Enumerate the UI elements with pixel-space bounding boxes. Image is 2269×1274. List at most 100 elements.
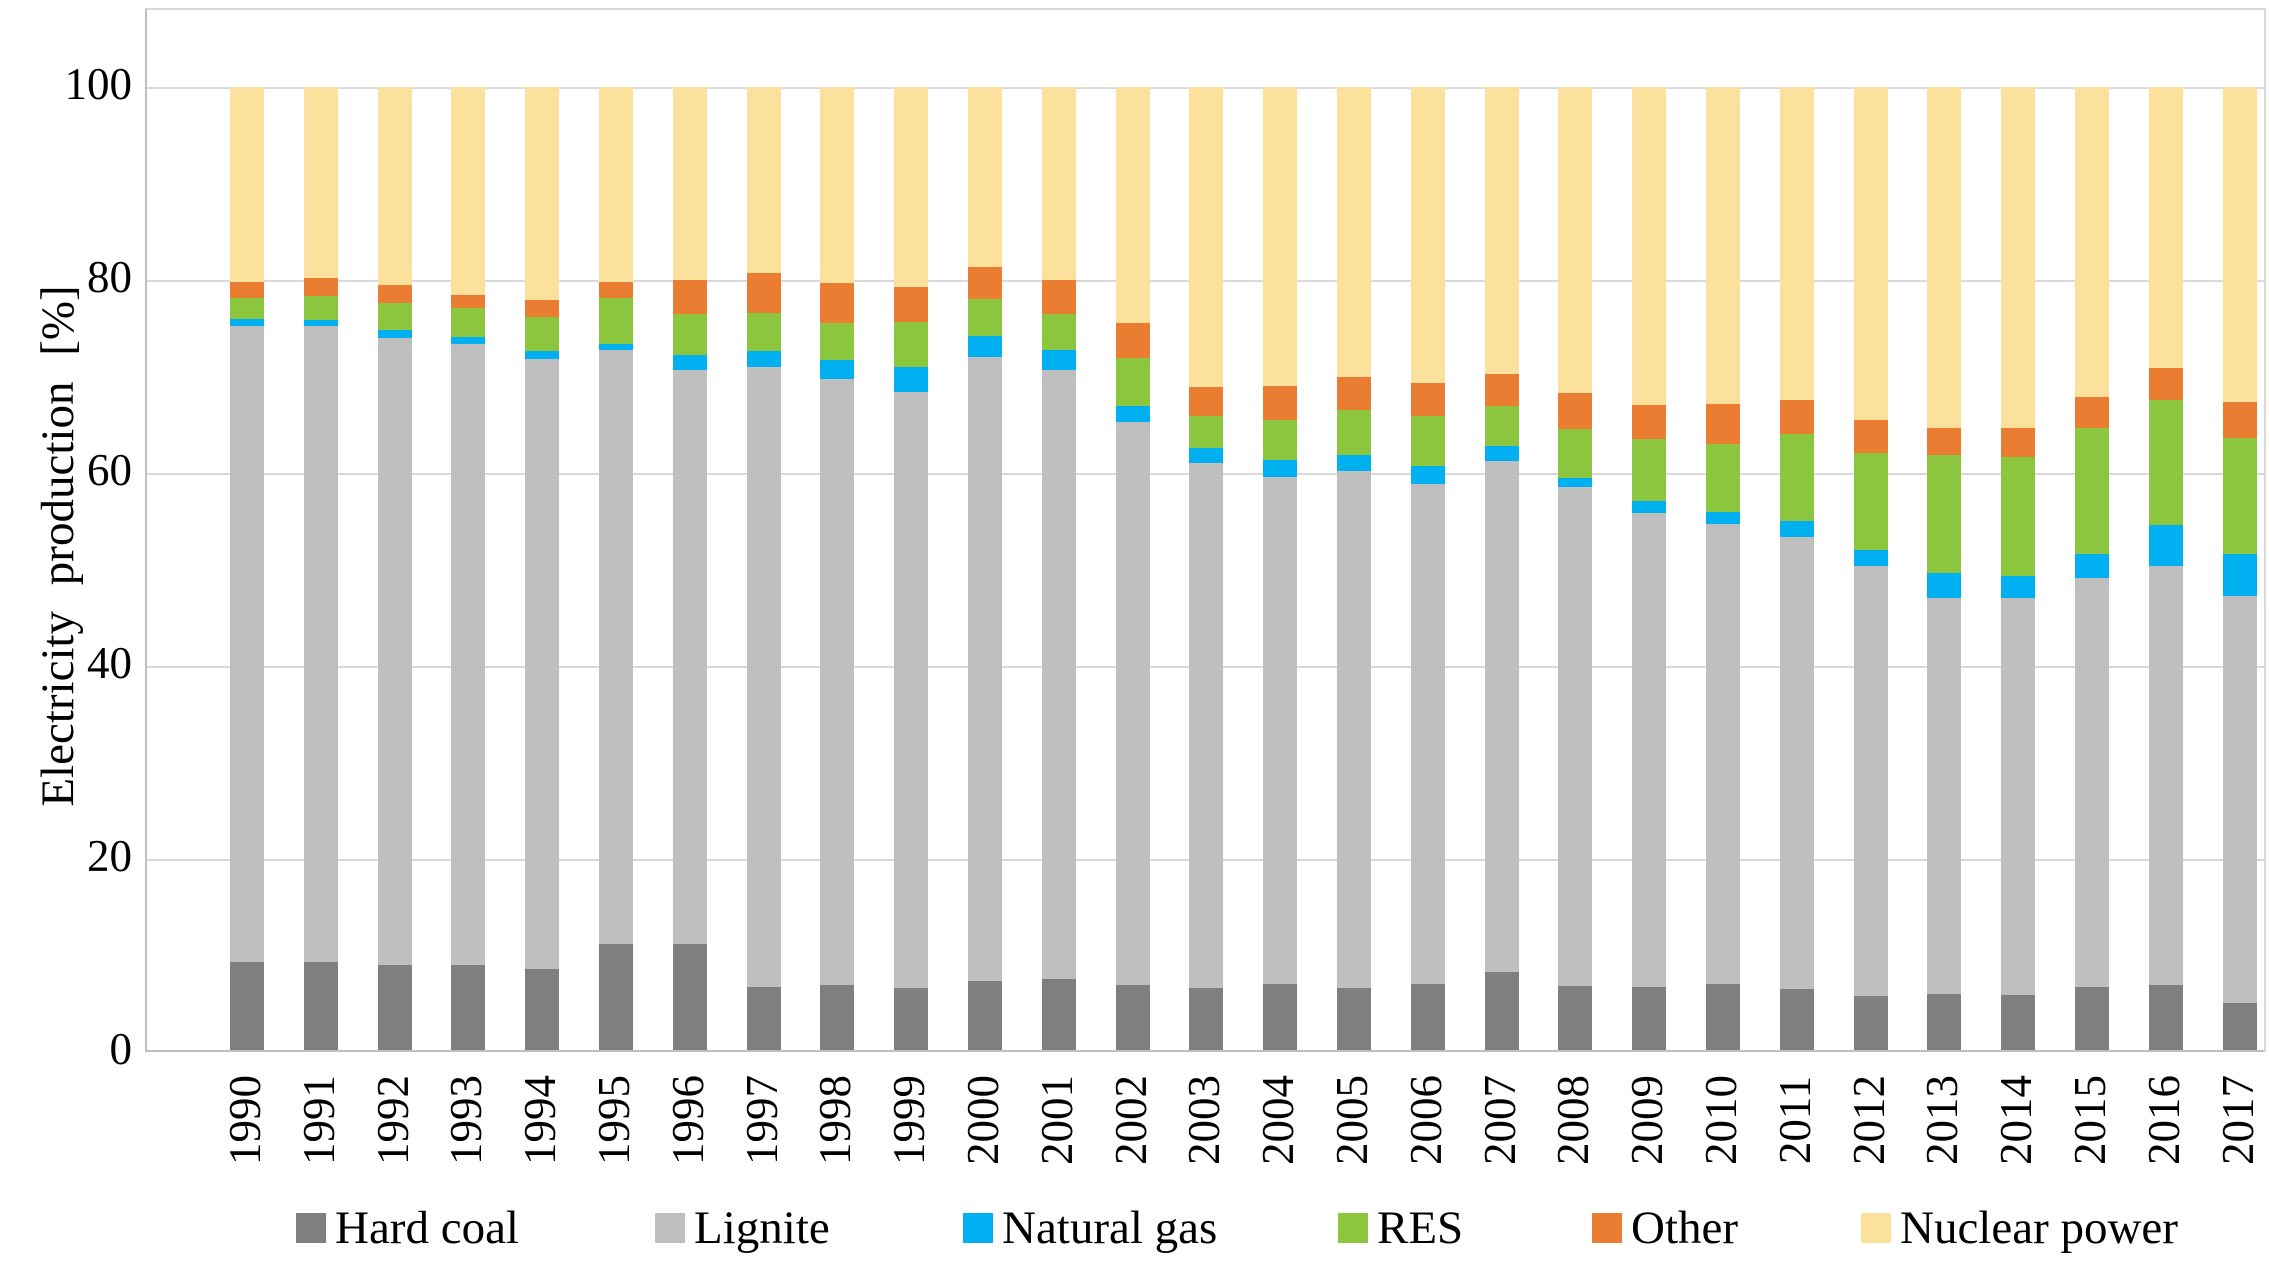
x-tick-label-2014: 2014 bbox=[1991, 1075, 2042, 1165]
x-tick-label-1998: 1998 bbox=[810, 1075, 861, 1165]
segment-other-2002 bbox=[1115, 323, 1150, 359]
segment-hard-coal-2014 bbox=[2001, 995, 2036, 1052]
segment-other-1995 bbox=[599, 281, 633, 299]
segment-lignite-2005 bbox=[1337, 471, 1371, 989]
segment-lignite-2001 bbox=[1041, 369, 1076, 979]
x-tick-label-1991: 1991 bbox=[293, 1075, 344, 1165]
segment-hard-coal-2016 bbox=[2148, 985, 2183, 1052]
segment-hard-coal-2002 bbox=[1115, 985, 1150, 1052]
segment-nuclear-power-1994 bbox=[525, 87, 560, 301]
bar-1993 bbox=[451, 10, 486, 1052]
segment-lignite-2000 bbox=[968, 357, 1002, 981]
segment-lignite-1990 bbox=[230, 326, 264, 963]
segment-hard-coal-1998 bbox=[820, 985, 855, 1052]
segment-res-1995 bbox=[599, 298, 633, 344]
x-tick-label-2005: 2005 bbox=[1327, 1075, 1377, 1165]
legend-swatch-icon bbox=[1592, 1213, 1622, 1243]
segment-lignite-1995 bbox=[599, 350, 633, 944]
segment-lignite-1993 bbox=[451, 343, 486, 966]
segment-res-2002 bbox=[1115, 358, 1150, 407]
segment-natural-gas-1992 bbox=[377, 330, 412, 338]
segment-hard-coal-2004 bbox=[1263, 984, 1298, 1052]
y-tick-label-20: 20 bbox=[87, 831, 132, 881]
segment-res-2010 bbox=[1706, 444, 1740, 512]
segment-natural-gas-1993 bbox=[451, 336, 486, 344]
bar-1996 bbox=[672, 10, 707, 1052]
segment-lignite-2012 bbox=[1853, 565, 1888, 997]
segment-lignite-1992 bbox=[377, 337, 412, 966]
segment-other-2007 bbox=[1484, 373, 1519, 407]
segment-lignite-2016 bbox=[2148, 565, 2183, 986]
segment-nuclear-power-1993 bbox=[451, 87, 486, 296]
segment-natural-gas-2014 bbox=[2001, 576, 2036, 598]
segment-hard-coal-2015 bbox=[2075, 987, 2109, 1052]
segment-natural-gas-2007 bbox=[1484, 445, 1519, 462]
segment-nuclear-power-2017 bbox=[2222, 87, 2257, 402]
segment-other-2003 bbox=[1189, 387, 1224, 417]
segment-natural-gas-2008 bbox=[1558, 477, 1593, 487]
bar-1995 bbox=[599, 10, 633, 1052]
bar-1999 bbox=[894, 10, 929, 1052]
segment-res-2014 bbox=[2001, 456, 2036, 577]
segment-res-2011 bbox=[1779, 434, 1814, 522]
segment-res-1990 bbox=[230, 298, 264, 319]
segment-natural-gas-2016 bbox=[2148, 525, 2183, 566]
x-tick-label-2002: 2002 bbox=[1105, 1075, 1156, 1165]
segment-natural-gas-2006 bbox=[1410, 466, 1445, 484]
bar-2006 bbox=[1410, 10, 1445, 1052]
segment-nuclear-power-2012 bbox=[1853, 87, 1888, 420]
bar-2016 bbox=[2148, 10, 2183, 1052]
segment-hard-coal-2008 bbox=[1558, 986, 1593, 1052]
bar-2011 bbox=[1779, 10, 1814, 1052]
segment-other-2012 bbox=[1853, 419, 1888, 453]
segment-other-1997 bbox=[746, 273, 781, 313]
segment-hard-coal-2007 bbox=[1484, 971, 1519, 1052]
x-tick-label-1990: 1990 bbox=[220, 1075, 270, 1165]
segment-nuclear-power-1999 bbox=[894, 87, 929, 287]
segment-other-2000 bbox=[968, 267, 1002, 300]
segment-other-2010 bbox=[1706, 403, 1740, 445]
segment-lignite-2011 bbox=[1779, 536, 1814, 990]
segment-other-1992 bbox=[377, 284, 412, 304]
bar-1998 bbox=[820, 10, 855, 1052]
segment-res-1996 bbox=[672, 313, 707, 356]
segment-nuclear-power-1995 bbox=[599, 87, 633, 282]
bar-2001 bbox=[1041, 10, 1076, 1052]
segment-other-2006 bbox=[1410, 383, 1445, 417]
segment-other-2008 bbox=[1558, 392, 1593, 429]
segment-res-2007 bbox=[1484, 406, 1519, 446]
segment-res-2013 bbox=[1927, 454, 1962, 574]
legend: Hard coal Lignite Natural gas RES Other Nucle… bbox=[0, 1196, 2269, 1266]
segment-nuclear-power-2008 bbox=[1558, 87, 1593, 393]
segment-lignite-1994 bbox=[525, 359, 560, 970]
segment-natural-gas-1999 bbox=[894, 366, 929, 392]
segment-natural-gas-1991 bbox=[303, 319, 338, 327]
segment-natural-gas-2001 bbox=[1041, 350, 1076, 370]
segment-hard-coal-1999 bbox=[894, 988, 929, 1052]
segment-nuclear-power-2014 bbox=[2001, 87, 2036, 428]
segment-res-1991 bbox=[303, 296, 338, 320]
segment-nuclear-power-1990 bbox=[230, 87, 264, 282]
segment-hard-coal-1991 bbox=[303, 962, 338, 1052]
x-tick-label-2003: 2003 bbox=[1179, 1075, 1230, 1165]
segment-natural-gas-1998 bbox=[820, 360, 855, 380]
x-tick-label-2010: 2010 bbox=[1696, 1075, 1746, 1165]
segment-hard-coal-1994 bbox=[525, 969, 560, 1052]
bar-2017 bbox=[2222, 10, 2257, 1052]
segment-lignite-1991 bbox=[303, 326, 338, 963]
legend-item-other: Other bbox=[1592, 1196, 1738, 1260]
segment-nuclear-power-2005 bbox=[1337, 87, 1371, 377]
bar-2010 bbox=[1706, 10, 1740, 1052]
bar-2002 bbox=[1115, 10, 1150, 1052]
segment-nuclear-power-2011 bbox=[1779, 87, 1814, 400]
segment-natural-gas-2000 bbox=[968, 335, 1002, 358]
segment-hard-coal-2013 bbox=[1927, 994, 1962, 1052]
segment-nuclear-power-1997 bbox=[746, 87, 781, 274]
segment-nuclear-power-1991 bbox=[303, 87, 338, 279]
segment-res-1998 bbox=[820, 323, 855, 361]
segment-lignite-2014 bbox=[2001, 597, 2036, 996]
x-tick-label-1995: 1995 bbox=[589, 1075, 639, 1165]
segment-nuclear-power-1992 bbox=[377, 87, 412, 285]
bar-1991 bbox=[303, 10, 338, 1052]
segment-natural-gas-2017 bbox=[2222, 554, 2257, 596]
